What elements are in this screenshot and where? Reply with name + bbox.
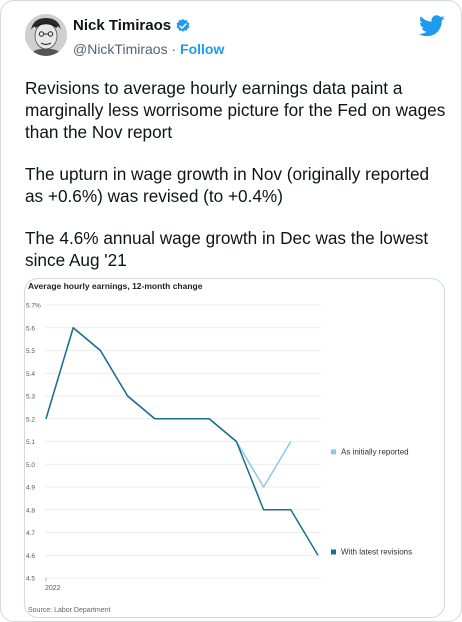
legend-label: With latest revisions [341, 547, 412, 556]
legend-swatch [331, 449, 336, 455]
y-tick-label: 4.9 [26, 485, 35, 492]
y-tick-label: 5.6 [26, 325, 35, 332]
handle-row: @NickTimiraos · Follow [73, 41, 224, 57]
y-tick-label: 5.0 [26, 462, 35, 469]
x-tick-label: 2022 [45, 585, 61, 592]
y-tick-label: 5.2 [26, 416, 35, 423]
line-chart: Average hourly earnings, 12-month change… [26, 281, 412, 614]
tweet-text: Revisions to average hourly earnings dat… [25, 77, 450, 291]
y-tick-label: 4.5 [26, 576, 35, 583]
twitter-bird-icon[interactable] [419, 15, 445, 37]
follow-button[interactable]: Follow [180, 41, 225, 57]
tweet-paragraph: Revisions to average hourly earnings dat… [25, 78, 446, 142]
y-tick-label: 4.6 [26, 553, 35, 560]
separator-dot: · [171, 41, 177, 57]
y-tick-label: 5.3 [26, 394, 35, 401]
y-tick-label: 5.7% [26, 303, 41, 310]
chart-source: Source: Labor Department [28, 607, 111, 614]
author-handle[interactable]: @NickTimiraos [73, 41, 168, 57]
y-tick-label: 4.7 [26, 530, 35, 537]
y-tick-label: 5.5 [26, 348, 35, 355]
y-tick-label: 5.4 [26, 371, 35, 378]
avatar[interactable] [25, 14, 67, 56]
verified-badge-icon [176, 18, 190, 32]
series-line-1 [45, 327, 292, 488]
y-tick-label: 5.1 [26, 439, 35, 446]
legend-label: As initially reported [341, 447, 409, 456]
author-row: Nick Timiraos [73, 17, 191, 34]
tweet-paragraph: The 4.6% annual wage growth in Dec was t… [25, 228, 429, 270]
chart-title: Average hourly earnings, 12-month change [28, 281, 203, 291]
avatar-image [25, 14, 67, 56]
series-line-2 [45, 327, 319, 556]
tweet-paragraph: The upturn in wage growth in Nov (origin… [25, 164, 430, 206]
author-name[interactable]: Nick Timiraos [73, 17, 172, 34]
chart-media[interactable]: Average hourly earnings, 12-month change… [24, 278, 445, 618]
legend-swatch [331, 549, 336, 555]
y-tick-label: 4.8 [26, 507, 35, 514]
